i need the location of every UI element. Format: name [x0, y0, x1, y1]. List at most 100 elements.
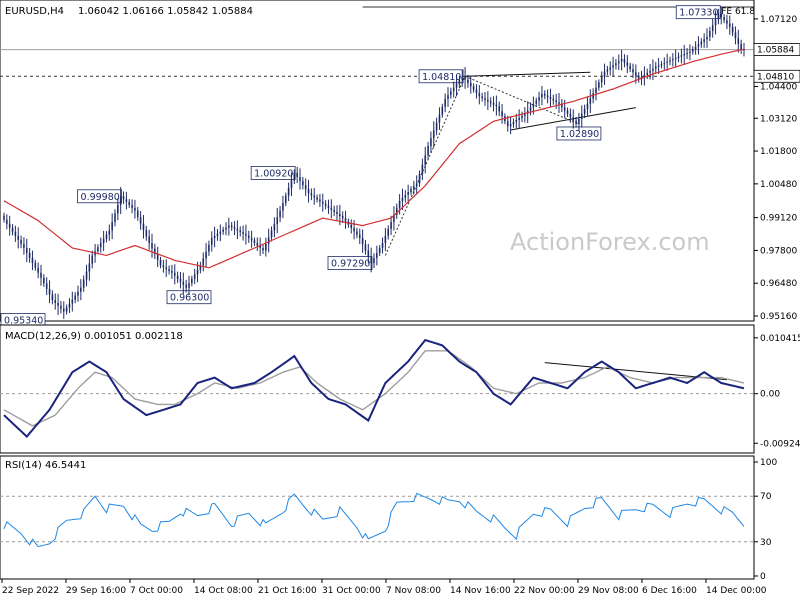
- price-tick-label: 1.03120: [760, 114, 797, 124]
- candle-body: [430, 138, 432, 147]
- price-panel-frame: [0, 0, 755, 322]
- candle-body: [208, 244, 210, 252]
- candle-body: [176, 275, 179, 279]
- candle-body: [148, 236, 150, 243]
- candle-body: [401, 197, 404, 201]
- candle-body: [680, 55, 683, 57]
- candle-body: [498, 106, 501, 112]
- candle-body: [549, 97, 552, 99]
- price-axis: 1.07120 1.04400 1.03120 1.01800 1.00480 0.991…: [753, 15, 800, 322]
- candle-body: [233, 227, 236, 229]
- candle-body: [276, 217, 279, 224]
- price-annotation-label: 1.02890: [560, 129, 599, 140]
- candle-body: [404, 194, 407, 198]
- candle-body: [413, 186, 415, 190]
- candle-body: [438, 114, 441, 123]
- candle-body: [669, 60, 671, 62]
- price-tick-label: 1.00480: [760, 180, 797, 190]
- candle-body: [447, 95, 449, 99]
- candle-body: [632, 69, 634, 73]
- candle-body: [145, 230, 148, 237]
- candle-body: [535, 100, 538, 104]
- candle-body: [304, 185, 307, 190]
- candle-body: [711, 25, 714, 32]
- candle-body: [515, 120, 518, 123]
- candle-body: [151, 242, 153, 249]
- candle-body: [290, 180, 293, 189]
- fe-label: FE 61.8: [721, 7, 755, 17]
- candle-body: [307, 189, 310, 194]
- candle-body: [88, 263, 91, 272]
- level-label: 1.04810: [757, 72, 794, 82]
- candle-body: [469, 82, 472, 87]
- macd-tick-label: -0.009244: [760, 439, 800, 449]
- candle-body: [222, 229, 224, 232]
- candle-body: [620, 59, 623, 62]
- candle-body: [518, 117, 520, 121]
- candle-body: [598, 82, 600, 88]
- candle-body: [600, 76, 603, 83]
- candle-body: [378, 248, 381, 254]
- candle-body: [723, 16, 725, 21]
- macd-panel: MACD(12,26,9) 0.001051 0.002118 0.010415…: [0, 324, 800, 454]
- price-annotation-label: 1.00920: [254, 168, 293, 179]
- x-tick-label: 7 Oct 00:00: [130, 586, 183, 596]
- candle-body: [156, 254, 159, 260]
- candle-body: [444, 98, 446, 107]
- candle-body: [677, 56, 680, 58]
- x-tick-label: 21 Oct 16:00: [258, 586, 317, 596]
- candle-body: [529, 107, 532, 111]
- macd-tick-label: 0.00: [760, 390, 780, 400]
- candle-body: [188, 283, 190, 288]
- candle-body: [572, 117, 575, 121]
- price-annotation-box: [77, 189, 122, 204]
- candle-body: [341, 216, 344, 219]
- price-tick-label: 0.96480: [760, 279, 797, 289]
- macd-axis: 0.010415 0.00 -0.009244: [754, 334, 800, 449]
- x-tick-label: 14 Dec 00:00: [706, 586, 767, 596]
- candle-body: [159, 259, 162, 266]
- candle-body: [481, 96, 483, 99]
- price-tick-label: 1.01800: [760, 147, 797, 157]
- candle-body: [654, 66, 657, 69]
- rsi-tick-label: 30: [760, 538, 772, 548]
- candle-body: [635, 72, 637, 76]
- candle-body: [236, 228, 239, 231]
- candle-body: [637, 75, 640, 80]
- rsi-line: [3, 492, 745, 548]
- candle-body: [54, 300, 57, 303]
- candle-body: [316, 197, 318, 200]
- candle-body: [122, 196, 125, 200]
- candle-body: [552, 98, 555, 101]
- candle-body: [193, 274, 196, 279]
- candle-body: [521, 115, 523, 118]
- x-tick-label: 14 Oct 08:00: [194, 586, 253, 596]
- level-box: [753, 69, 800, 83]
- candle-body: [134, 207, 136, 211]
- candle-body: [302, 181, 304, 186]
- candle-body: [74, 295, 76, 300]
- candle-body: [131, 204, 133, 208]
- price-annotation-label: 1.04810: [422, 72, 461, 83]
- candle-body: [71, 299, 74, 304]
- candle-body: [136, 210, 139, 218]
- candle-body: [472, 86, 475, 90]
- candle-body: [706, 36, 708, 40]
- candle-body: [595, 87, 597, 94]
- candle-body: [737, 38, 740, 44]
- candle-body: [256, 242, 259, 246]
- candle-body: [506, 121, 509, 127]
- rsi-axis: 100 70 30 0: [754, 458, 777, 582]
- price-candles: [3, 6, 745, 319]
- candle-body: [102, 238, 105, 243]
- price-tick-label: 0.99120: [760, 214, 797, 224]
- candle-body: [91, 255, 94, 264]
- candle-body: [247, 235, 250, 239]
- candle-body: [327, 205, 330, 208]
- candle-body: [743, 49, 745, 51]
- candle-body: [60, 305, 62, 309]
- macd-panel-frame: [0, 324, 755, 454]
- candle-body: [225, 227, 227, 230]
- candle-body: [6, 219, 8, 224]
- price-ohlc: 1.06042 1.06166 1.05842 1.05884: [78, 6, 253, 17]
